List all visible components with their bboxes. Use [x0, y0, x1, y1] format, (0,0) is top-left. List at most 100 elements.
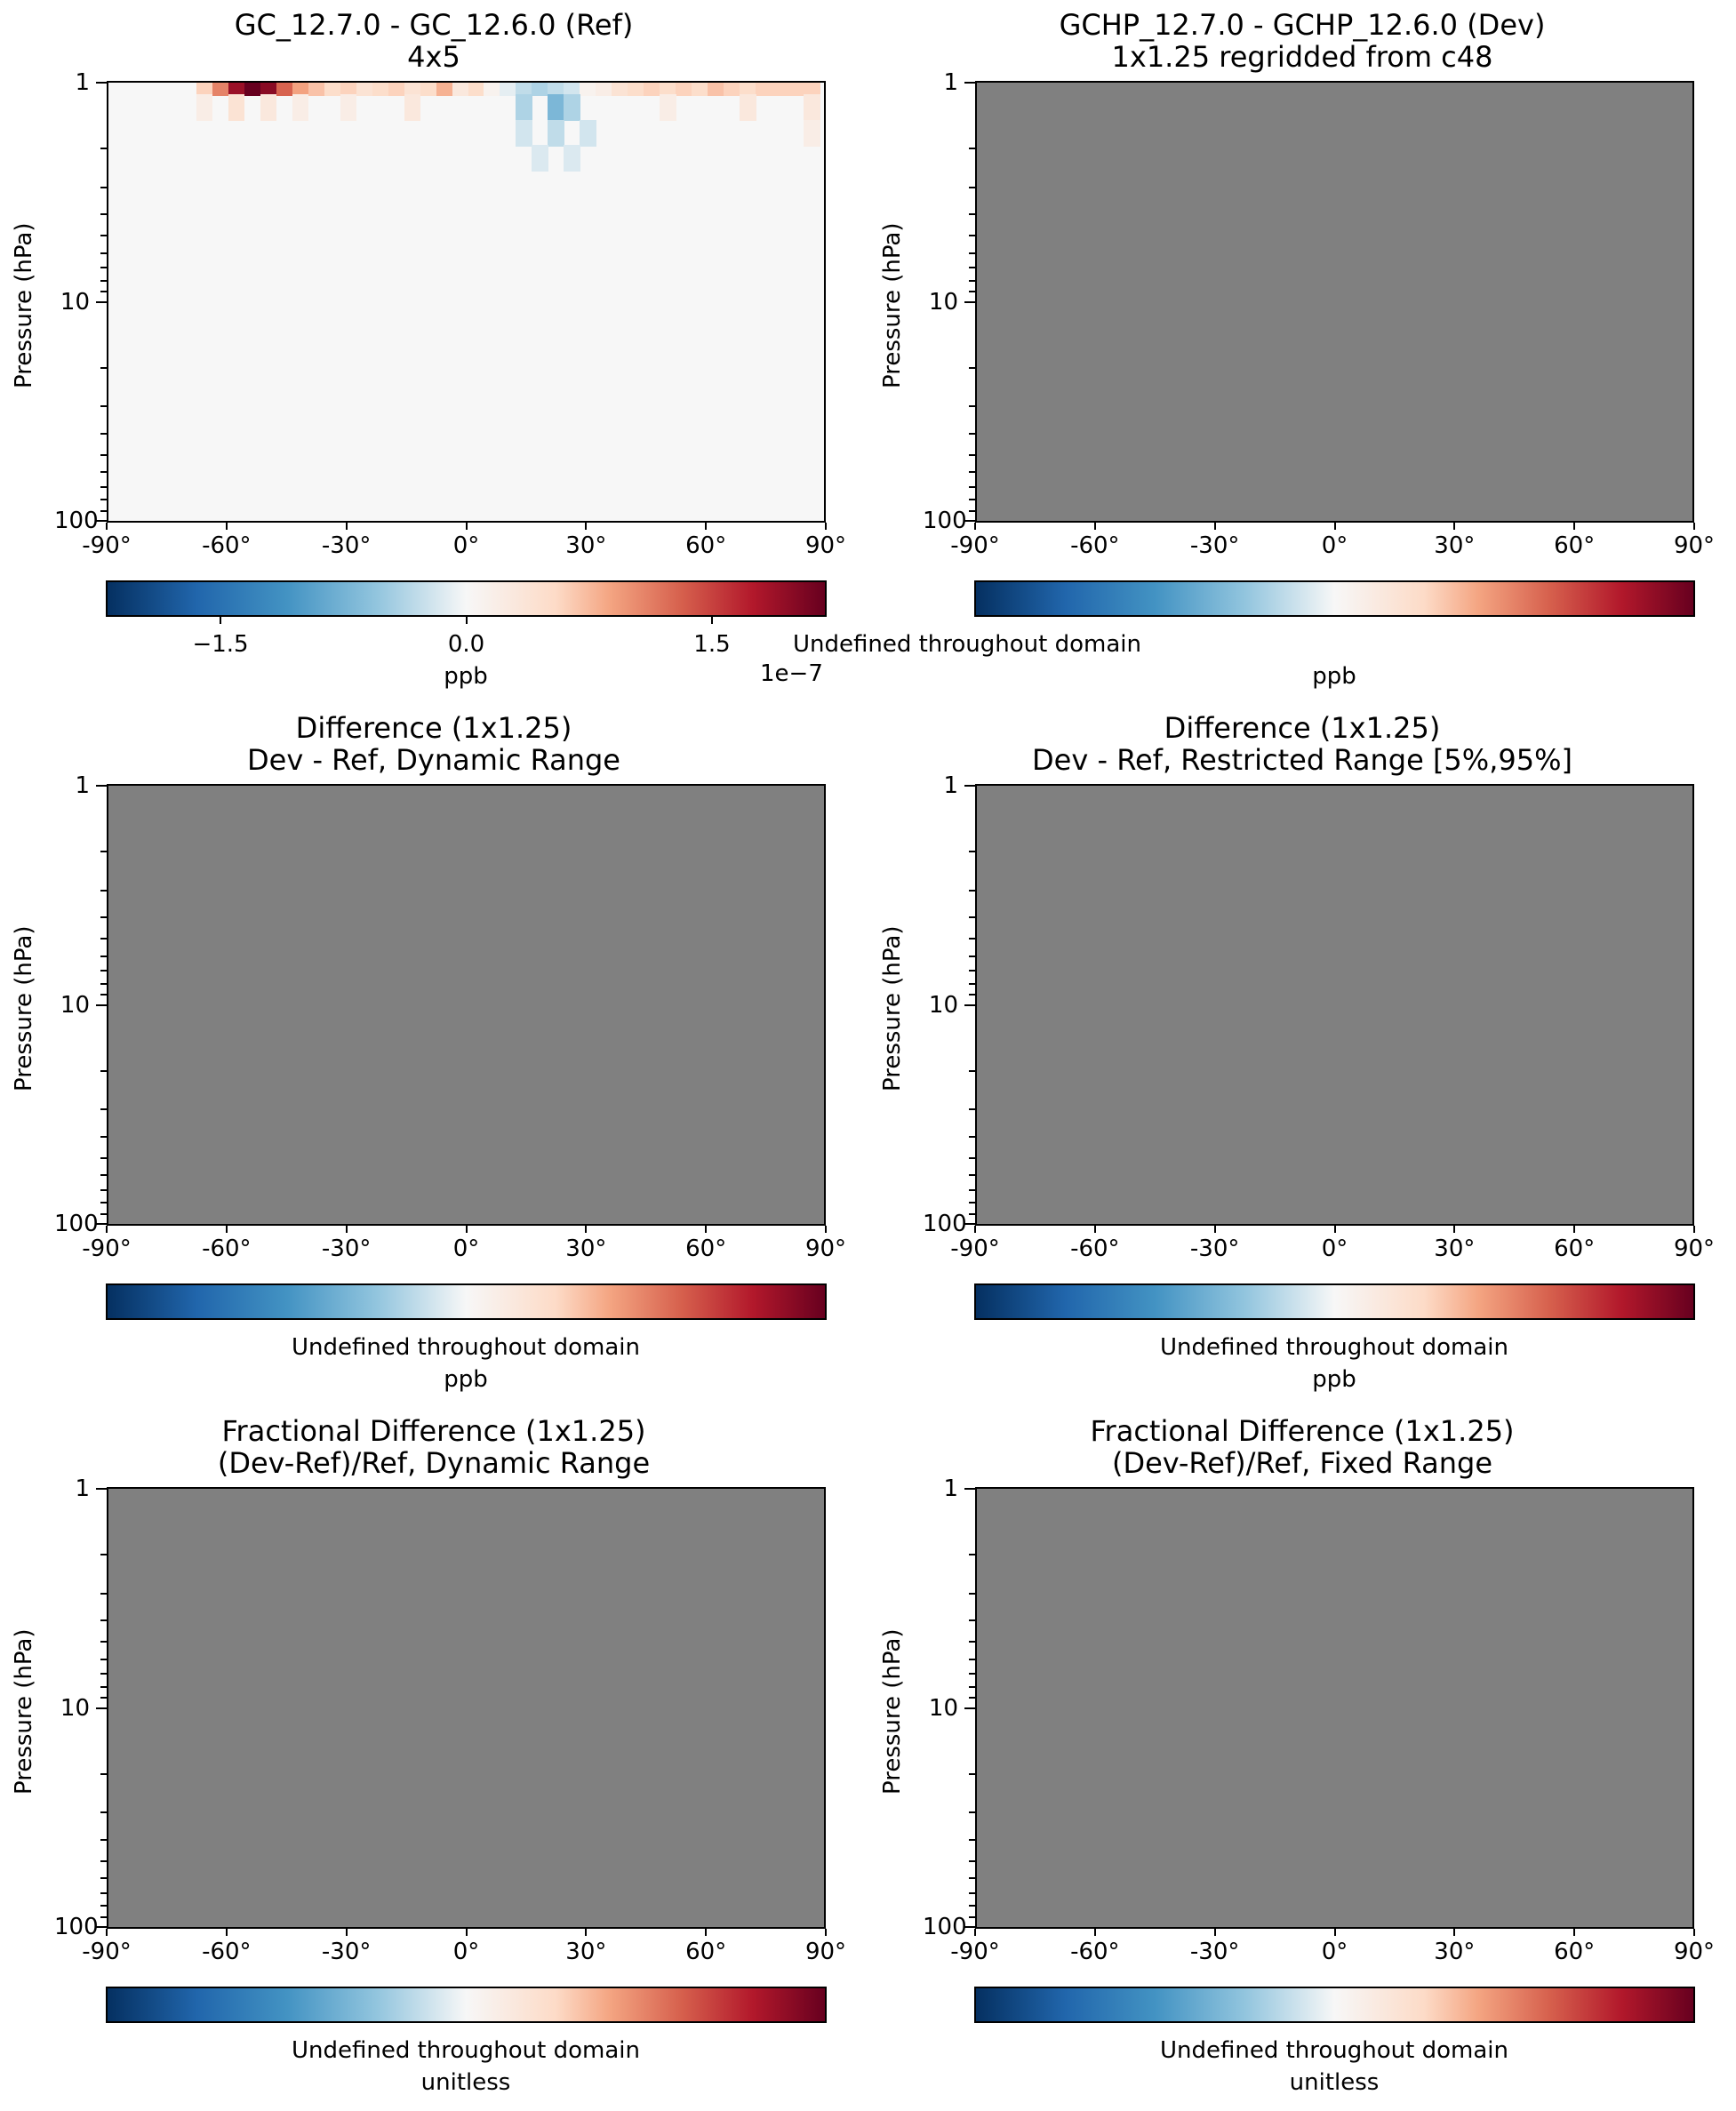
x-tick: [1333, 1226, 1336, 1233]
heatmap-cell: [292, 94, 309, 122]
y-minor-tick: [100, 1641, 107, 1643]
x-tick: [106, 1929, 108, 1936]
y-minor-tick: [969, 1697, 975, 1699]
heatmap-cell: [228, 94, 245, 122]
y-tick-label: 1: [943, 69, 958, 96]
heatmap-cell: [452, 83, 468, 97]
y-major-tick: [96, 1707, 107, 1709]
x-tick-label: 90°: [804, 1235, 847, 1262]
y-minor-tick: [100, 1891, 107, 1894]
heatmap-cell: [660, 94, 676, 122]
x-tick-label: 90°: [804, 532, 847, 559]
x-tick: [974, 523, 976, 530]
x-tick: [1213, 1226, 1216, 1233]
x-tick-label: -90°: [82, 1939, 132, 1965]
x-tick: [345, 523, 348, 530]
x-tick: [1093, 1929, 1096, 1936]
x-tick: [106, 523, 108, 530]
x-tick-label: -90°: [82, 1235, 132, 1262]
y-minor-tick: [969, 1619, 975, 1622]
heatmap-cell: [260, 83, 277, 97]
y-minor-tick: [100, 1108, 107, 1111]
y-minor-tick: [969, 1641, 975, 1643]
chart-subtitle: Dev - Ref, Dynamic Range: [247, 743, 620, 777]
chart-panel: Difference (1x1.25) Dev - Ref, Restricted…: [868, 703, 1736, 1406]
x-tick: [225, 1929, 228, 1936]
heatmap-cell: [436, 83, 452, 97]
heatmap-cell: [196, 94, 213, 122]
heatmap-cell: [308, 83, 325, 97]
y-minor-tick: [100, 1685, 107, 1688]
y-minor-tick: [100, 432, 107, 435]
x-tick-label: 90°: [1673, 532, 1716, 559]
x-tick-label: -60°: [202, 532, 252, 559]
heatmap-cell: [580, 120, 596, 148]
y-tick-label: 10: [928, 288, 958, 316]
y-minor-tick: [100, 970, 107, 972]
heatmap-cell: [532, 145, 548, 172]
y-minor-tick: [969, 1212, 975, 1215]
heatmap-cell: [404, 94, 421, 122]
heatmap-cell: [420, 83, 437, 97]
y-minor-tick: [100, 1859, 107, 1862]
heatmap-cell: [292, 83, 309, 97]
x-tick-label: 30°: [1434, 1939, 1476, 1965]
y-minor-tick: [969, 851, 975, 853]
x-tick: [1453, 1929, 1456, 1936]
y-minor-tick: [969, 405, 975, 408]
y-minor-tick: [969, 366, 975, 369]
colorbar-label: ppb: [1312, 663, 1356, 690]
y-minor-tick: [100, 471, 107, 474]
y-minor-tick: [969, 1811, 975, 1814]
x-tick-label: 0°: [1321, 1939, 1348, 1965]
heatmap-cell: [676, 83, 692, 97]
heatmap-cell: [756, 83, 772, 97]
y-minor-tick: [100, 267, 107, 269]
y-minor-tick: [100, 1554, 107, 1556]
y-minor-tick: [969, 970, 975, 972]
x-tick: [1213, 1929, 1216, 1936]
colorbar-tick: [710, 617, 713, 624]
heatmap-cell: [804, 120, 820, 148]
heatmap-cell: [740, 94, 756, 122]
colorbar-label: unitless: [420, 2069, 511, 2096]
heatmap-cell: [516, 94, 532, 122]
y-major-tick: [964, 1223, 975, 1225]
x-tick: [1213, 523, 1216, 530]
x-tick: [465, 1226, 468, 1233]
y-minor-tick: [100, 485, 107, 488]
y-major-tick: [964, 785, 975, 787]
heatmap-cell: [564, 83, 580, 97]
y-minor-tick: [969, 485, 975, 488]
plot-area: [975, 784, 1694, 1226]
x-tick-label: 0°: [1321, 1235, 1348, 1262]
x-tick-label: 30°: [1434, 532, 1476, 559]
y-major-tick: [96, 1926, 107, 1928]
x-tick-label: -60°: [1070, 1939, 1120, 1965]
heatmap-cell: [804, 94, 820, 122]
y-minor-tick: [100, 291, 107, 293]
x-tick: [585, 1929, 588, 1936]
y-axis-label: Pressure (hPa): [11, 222, 37, 389]
chart-title: Fractional Difference (1x1.25): [1090, 1414, 1515, 1448]
y-tick-label: 1: [75, 1475, 90, 1502]
x-tick: [1333, 523, 1336, 530]
plot-area: [975, 1487, 1694, 1929]
heatmap-cell: [196, 83, 213, 97]
x-tick: [345, 1929, 348, 1936]
x-tick-label: 30°: [565, 532, 607, 559]
heatmap-cell: [260, 94, 277, 122]
colorbar-note: Undefined throughout domain: [291, 2037, 640, 2064]
x-tick: [1693, 1929, 1695, 1936]
heatmap-cell: [708, 83, 724, 97]
heatmap-cell: [356, 83, 373, 97]
heatmap-cell: [724, 83, 740, 97]
y-minor-tick: [100, 509, 107, 512]
heatmap-cell: [548, 94, 564, 122]
y-minor-tick: [100, 1673, 107, 1675]
plot-area: [107, 81, 826, 523]
plot-area: [975, 81, 1694, 523]
y-minor-tick: [969, 1069, 975, 1072]
y-minor-tick: [100, 1592, 107, 1595]
y-minor-tick: [969, 1108, 975, 1111]
